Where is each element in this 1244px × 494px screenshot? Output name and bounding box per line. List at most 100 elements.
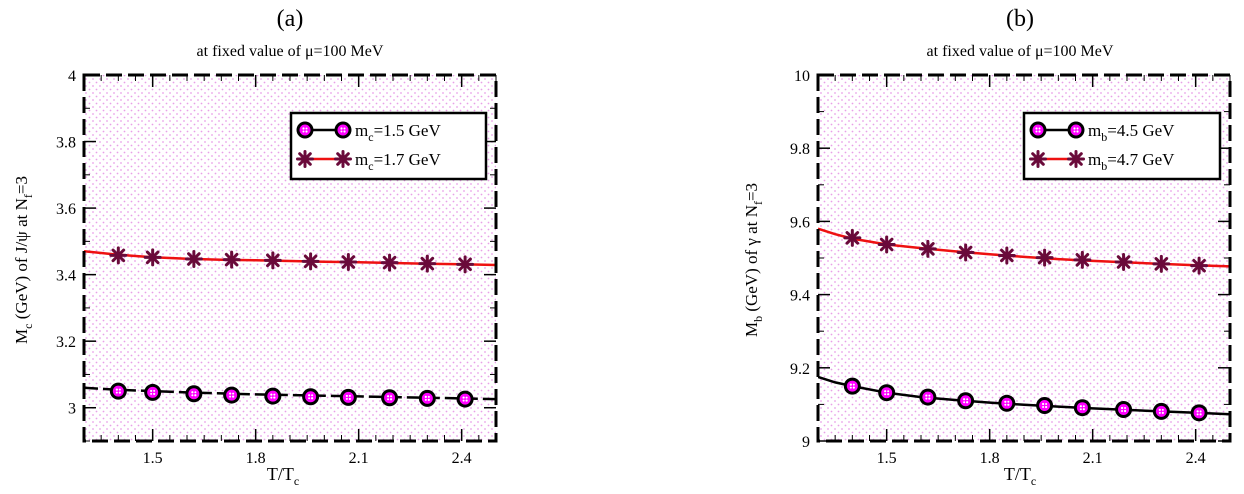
series-1-point-spot-2 <box>1045 405 1048 409</box>
series-1-point-spot-4 <box>387 398 390 401</box>
series-1-point-spot-3 <box>390 395 393 398</box>
series-2-point <box>1073 250 1092 269</box>
series-1-point <box>302 388 320 406</box>
series-1-point <box>957 392 975 410</box>
y-tick-label: 9.6 <box>790 214 810 231</box>
series-1-point-spot-3 <box>1161 408 1164 411</box>
panel-b-plot-frame <box>816 73 1232 443</box>
series-1-point-spot-2 <box>1123 409 1127 413</box>
legend-point <box>1067 121 1085 139</box>
series-1-point <box>1115 401 1133 419</box>
legend-point <box>334 150 352 168</box>
series-1-point-spot-1 <box>345 394 348 398</box>
series-1-point <box>843 377 861 395</box>
panel-a-y-axis-label: Mc (GeV) of J/ψ at Nf=3 <box>12 176 35 344</box>
series-1-point-spot-4 <box>1121 410 1124 413</box>
legend-b-label-2: mb=4.7 GeV <box>1088 150 1175 173</box>
series-1-point-spot-1 <box>1079 405 1082 408</box>
panel-a-title: at fixed value of μ=100 MeV <box>197 43 384 60</box>
legend-a-marker-2b <box>334 150 352 168</box>
series-2-point-stroke-4 <box>145 250 160 265</box>
series-1-point-spot-3 <box>232 392 235 395</box>
series-1-point-spot-3 <box>194 391 197 394</box>
series-1-point <box>381 389 399 407</box>
panel-b-label: (b) <box>1006 6 1034 32</box>
series-1-point-spot-3 <box>348 394 351 397</box>
x-tick-label: 1.8 <box>980 450 1000 467</box>
series-1-point-fill <box>226 389 238 401</box>
series-1-point <box>1073 399 1091 417</box>
series-1-point <box>223 386 241 404</box>
series-1-point-spot-2 <box>232 395 235 398</box>
series-1-point-spot-4 <box>270 396 273 399</box>
series-1-point-spot-4 <box>345 397 348 400</box>
series-2-point <box>222 250 241 269</box>
series-1-point-spot-4 <box>1079 408 1082 411</box>
series-1-point-spot-4 <box>1042 405 1045 408</box>
y-tick-label: 9.2 <box>790 361 810 378</box>
series-1-point-spot-4 <box>308 397 311 400</box>
series-1-point-spot-1 <box>270 393 273 396</box>
series-1-point-spot-1 <box>925 394 928 397</box>
series-2-point <box>1152 254 1171 273</box>
legend-point <box>296 121 314 139</box>
series-1-point-spot-3 <box>427 395 430 398</box>
series-1-point <box>264 387 282 405</box>
series-2-point <box>1190 256 1209 275</box>
series-2-point-stroke-4 <box>1075 253 1090 267</box>
y-tick-label: 4 <box>68 68 76 85</box>
legend-point <box>1029 150 1047 168</box>
series-1-point-spot-4 <box>1004 403 1007 406</box>
legend-point-spot-2 <box>305 130 308 133</box>
series-1-point-spot-1 <box>849 383 852 386</box>
legend-a-label-2: mc=1.7 GeV <box>355 150 441 173</box>
legend-a-label-1: mc=1.5 GeV <box>355 121 441 144</box>
series-1-point-fill <box>267 390 279 402</box>
legend-point <box>334 121 352 139</box>
series-1-point-spot-1 <box>229 392 232 395</box>
series-1-point-fill <box>1039 399 1051 411</box>
series-1-point <box>185 385 203 403</box>
series-2-point-stroke-4 <box>111 248 126 263</box>
series-2-point-stroke-4 <box>224 252 239 267</box>
series-1-point-spot-1 <box>462 396 465 399</box>
legend-point-stroke-4 <box>1031 152 1045 166</box>
series-2-point <box>877 235 896 254</box>
panel-b: (b) at fixed value of μ=100 MeV 1.5 1.8 2.… <box>742 6 1232 488</box>
series-1-point-spot-1 <box>1196 410 1199 413</box>
series-1-point-fill <box>421 392 433 404</box>
series-1-point-spot-3 <box>118 388 121 391</box>
series-1-point-spot-4 <box>884 393 887 396</box>
legend-point-spot-1 <box>302 127 305 130</box>
y-tick-label: 3.2 <box>56 334 76 351</box>
series-1-point <box>456 390 474 408</box>
series-1-point-spot-1 <box>115 388 118 391</box>
legend-point-spot-4 <box>302 130 305 133</box>
series-1-point-spot-1 <box>1158 408 1161 411</box>
series-1-point-spot-2 <box>966 401 969 404</box>
series-2-point-stroke-4 <box>1192 258 1206 273</box>
series-1-point-spot-2 <box>389 398 393 401</box>
legend-a-marker-1 <box>296 121 314 139</box>
legend-point-fill <box>299 124 311 136</box>
series-1-point-fill <box>112 385 124 397</box>
series-1-point-spot-4 <box>229 395 232 398</box>
series-2-point-stroke-4 <box>921 242 935 256</box>
series-1-point-spot-4 <box>849 386 852 389</box>
y-tick-label: 9.4 <box>790 288 810 305</box>
series-2-point-stroke-4 <box>845 231 860 245</box>
series-1-point-spot-2 <box>273 396 276 399</box>
series-1-point <box>1036 396 1054 414</box>
series-1-point-spot-3 <box>1007 400 1010 403</box>
series-2-point-stroke-4 <box>420 256 435 271</box>
series-1-point-fill <box>960 395 972 407</box>
series-1-point-spot-3 <box>966 398 969 401</box>
series-1-point-spot-2 <box>852 386 855 389</box>
legend-point-spot-1 <box>1073 127 1076 130</box>
series-1-point-spot-4 <box>925 397 928 400</box>
series-1-point-spot-4 <box>191 394 194 397</box>
series-1-point-spot-4 <box>462 399 465 402</box>
y-tick-label: 3 <box>68 401 76 418</box>
series-1-point-spot-2 <box>118 391 121 394</box>
